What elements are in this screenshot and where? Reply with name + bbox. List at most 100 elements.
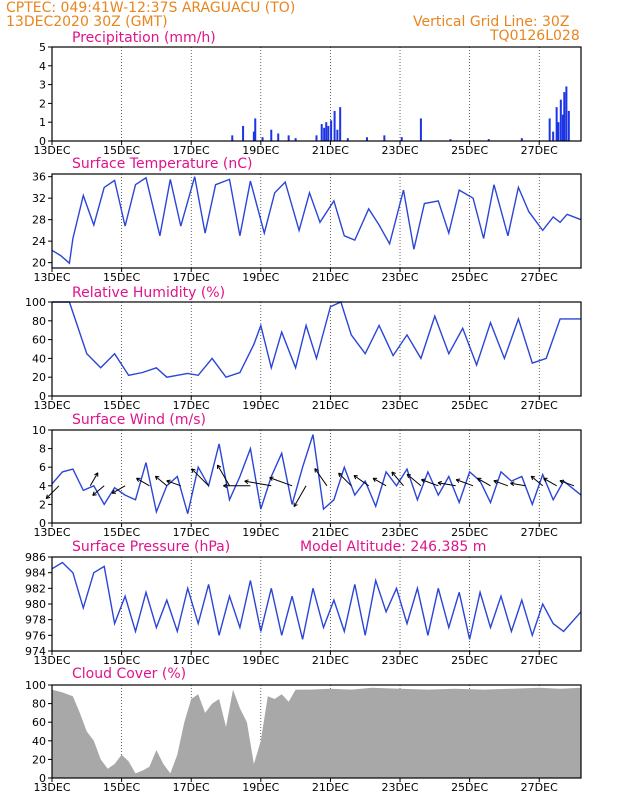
precip-bar [552, 131, 555, 141]
precip-bar [287, 135, 290, 141]
precip-bar [242, 125, 245, 141]
wind-panel: 0 2 4 6 8 10 13DEC 15DEC 17DEC 19DEC 21DEC 23DEC 25D… [32, 424, 582, 539]
precip-frame [51, 46, 582, 142]
cloud-xtick-label: 27DEC [521, 781, 558, 794]
precip-xtick-label: 19DEC [242, 144, 279, 157]
wind-ytick-label: 10 [32, 424, 46, 437]
wind-xtick-label: 19DEC [242, 526, 279, 539]
precip-bar [231, 135, 234, 141]
cloud-ytick-label: 0 [39, 772, 46, 785]
precip-xtick-label: 21DEC [312, 144, 349, 157]
wind-ytick-label: 8 [39, 443, 46, 456]
cloud-xtick-label: 25DEC [451, 781, 488, 794]
cloud-area [52, 687, 581, 778]
cloud-panel: 0 20 40 60 80 100 13DEC 15DEC 17DEC 19DEC 21DEC 23D… [25, 679, 582, 794]
pressure-xtick-label: 19DEC [242, 654, 279, 667]
precip-bar [325, 122, 328, 141]
rh-ytick-label: 20 [32, 371, 46, 384]
precip-bar [557, 122, 560, 141]
precip-ytick-label: 2 [39, 97, 46, 110]
wind-arrow [293, 485, 307, 508]
wind-ytick-label: 4 [39, 480, 46, 493]
precip-bar [330, 120, 333, 141]
wind-arrow [217, 464, 230, 487]
precip-bar [383, 135, 386, 141]
pressure-xtick-label: 17DEC [173, 654, 210, 667]
pressure-line [51, 561, 582, 640]
cloud-ytick-label: 20 [32, 753, 46, 766]
wind-arrow [353, 475, 369, 487]
cloud-ytick-label: 80 [32, 698, 46, 711]
rh-xtick-label: 15DEC [103, 399, 140, 412]
temp-xtick-label: 21DEC [312, 271, 349, 284]
precip-ytick-label: 0 [39, 135, 46, 148]
wind-arrow [530, 475, 544, 487]
precip-bar [294, 138, 297, 141]
wind-title: Surface Wind (m/s) [72, 412, 206, 428]
rh-xtick-label: 23DEC [381, 399, 418, 412]
temp-line [51, 176, 582, 265]
temp-ytick-label: 24 [32, 235, 46, 248]
pressure-ytick-label: 978 [25, 614, 46, 627]
wind-arrow [89, 472, 99, 487]
rh-xtick-label: 17DEC [173, 399, 210, 412]
precip-bar [323, 127, 326, 141]
precip-bar [252, 131, 255, 141]
grid-line-note: Vertical Grid Line: 30Z [413, 14, 569, 30]
precip-xtick-label: 27DEC [521, 144, 558, 157]
wind-arrow [437, 480, 456, 487]
pressure-ytick-label: 984 [25, 567, 46, 580]
pressure-ytick-label: 974 [25, 645, 46, 658]
rh-ytick-label: 80 [32, 315, 46, 328]
wind-arrow [314, 468, 328, 487]
rh-ytick-label: 0 [39, 390, 46, 403]
wind-ytick-label: 6 [39, 461, 46, 474]
temp-ytick-label: 20 [32, 257, 46, 270]
temp-xtick-label: 19DEC [242, 271, 279, 284]
precip-bar [254, 118, 257, 141]
rh-title: Relative Humidity (%) [72, 285, 225, 301]
precip-bar [327, 125, 330, 141]
precip-bar [555, 107, 558, 141]
wind-ytick-label: 2 [39, 498, 46, 511]
wind-arrow [406, 473, 422, 487]
pressure-panel: 974 976 978 980 982 984 986 13DEC 15DEC 17DEC 19DE… [25, 551, 582, 667]
precip-bar [449, 139, 452, 141]
rh-frame [51, 301, 582, 397]
wind-arrow [455, 478, 474, 487]
temp-xtick-label: 27DEC [521, 271, 558, 284]
temp-xtick-label: 25DEC [451, 271, 488, 284]
temp-xtick-label: 23DEC [381, 271, 418, 284]
precip-bar [419, 118, 422, 141]
precip-bar [567, 110, 570, 141]
run-id: TQ0126L028 [489, 28, 580, 44]
wind-ytick-label: 0 [39, 517, 46, 530]
wind-frame [51, 429, 582, 524]
precip-panel: 0 1 2 3 4 5 13DEC 15DEC 17DEC 19DEC 21DEC 23DEC 25DE… [33, 41, 582, 157]
precip-bar [333, 110, 336, 141]
precip-bar [520, 138, 523, 141]
cloud-ytick-label: 60 [32, 716, 46, 729]
rh-ytick-label: 60 [32, 334, 46, 347]
precip-bar [365, 137, 368, 141]
cloud-xtick-label: 19DEC [242, 781, 279, 794]
precip-title: Precipitation (mm/h) [72, 30, 216, 46]
precip-ytick-label: 3 [39, 79, 46, 92]
pressure-ytick-label: 980 [25, 598, 46, 611]
cloud-xtick-label: 23DEC [381, 781, 418, 794]
wind-line [51, 434, 582, 515]
precip-xtick-label: 13DEC [33, 144, 70, 157]
pressure-title: Surface Pressure (hPa) [72, 539, 230, 555]
wind-arrow [191, 468, 209, 487]
wind-arrow [136, 477, 150, 487]
precip-bar [261, 137, 264, 141]
cloud-ytick-label: 40 [32, 735, 46, 748]
precip-bar [487, 139, 490, 141]
temp-ytick-label: 28 [32, 214, 46, 227]
wind-arrow [477, 477, 491, 487]
cloud-frame [51, 684, 582, 779]
rh-xtick-label: 27DEC [521, 399, 558, 412]
precip-ytick-label: 1 [39, 116, 46, 129]
precip-bar [563, 92, 566, 141]
